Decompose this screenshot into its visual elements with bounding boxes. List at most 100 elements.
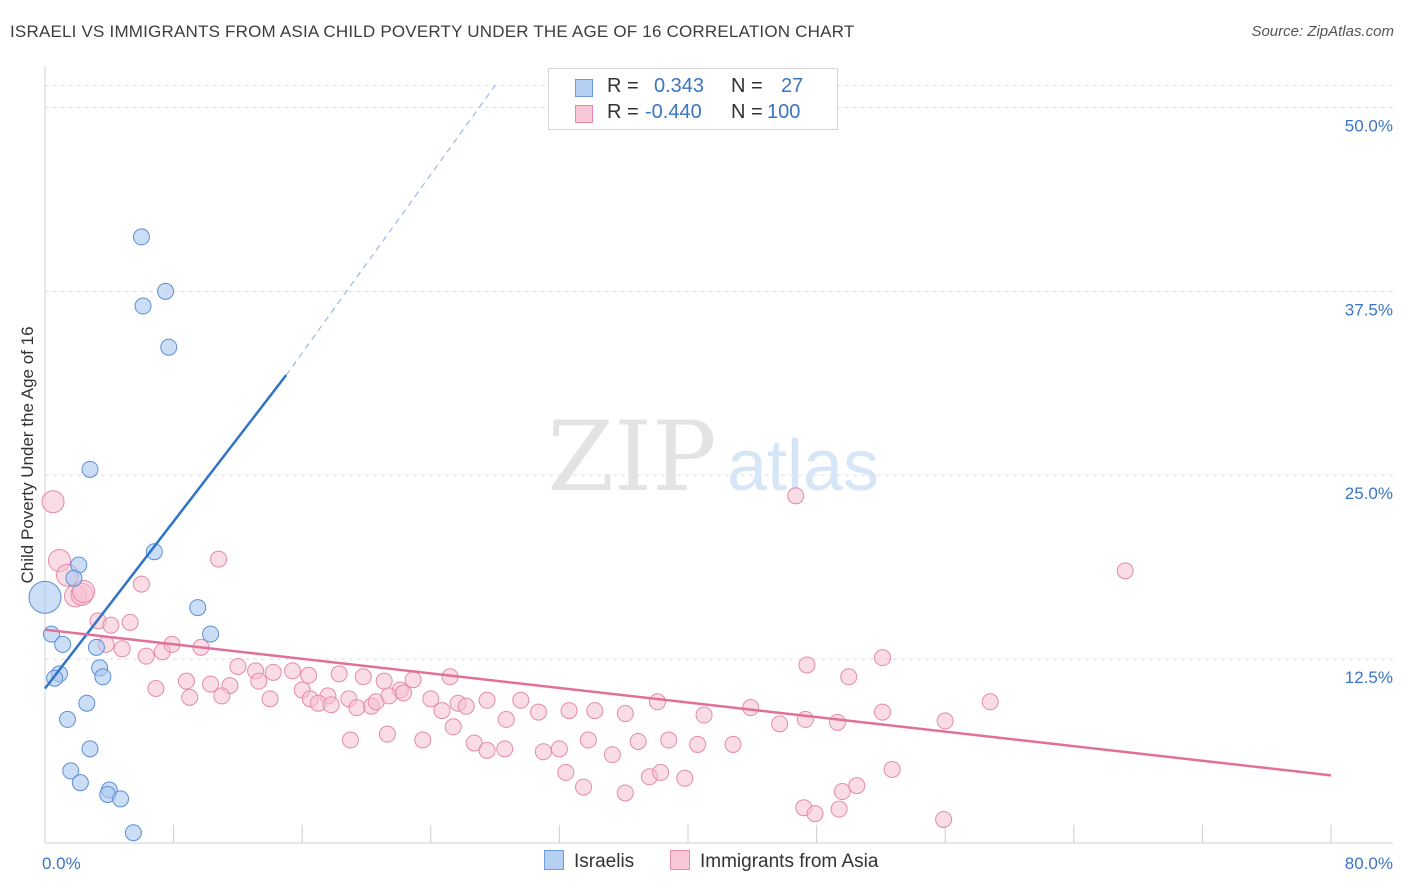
trend-lines bbox=[44, 85, 1332, 777]
data-point-immigrants bbox=[229, 657, 247, 675]
data-point-immigrants bbox=[935, 810, 953, 828]
legend-n-value: 27 bbox=[781, 75, 804, 97]
data-point-immigrants bbox=[202, 675, 220, 693]
data-point-immigrants bbox=[695, 706, 713, 724]
legend-swatch-pink bbox=[575, 105, 593, 123]
data-point-immigrants bbox=[330, 665, 348, 683]
data-point-immigrants bbox=[771, 715, 789, 733]
data-point-immigrants bbox=[261, 690, 279, 708]
y-tick-label: 50.0% bbox=[1345, 116, 1393, 135]
data-point-immigrants bbox=[404, 671, 422, 689]
data-point-immigrants bbox=[380, 687, 398, 705]
legend-label-israelis: Israelis bbox=[574, 851, 635, 872]
legend-row-israelis: R = 0.343 N = 27 bbox=[549, 75, 837, 101]
data-point-israelis bbox=[134, 297, 152, 315]
data-point-israelis bbox=[62, 762, 80, 780]
data-point-immigrants bbox=[724, 735, 742, 753]
data-point-israelis bbox=[157, 282, 175, 300]
data-point-immigrants bbox=[557, 763, 575, 781]
data-point-immigrants bbox=[41, 490, 65, 514]
axes bbox=[44, 66, 1393, 844]
data-point-immigrants bbox=[341, 731, 359, 749]
data-point-immigrants bbox=[586, 702, 604, 720]
legend-label-immigrants: Immigrants from Asia bbox=[700, 851, 879, 872]
data-point-immigrants bbox=[798, 656, 816, 674]
data-point-immigrants bbox=[981, 693, 999, 711]
data-point-immigrants bbox=[689, 735, 707, 753]
data-point-immigrants bbox=[250, 672, 268, 690]
data-point-immigrants bbox=[433, 702, 451, 720]
legend-israelis: Israelis bbox=[544, 850, 634, 873]
data-point-israelis bbox=[112, 790, 130, 808]
legend-row-immigrants: R = -0.440 N = 100 bbox=[549, 101, 837, 127]
data-point-immigrants bbox=[1116, 562, 1134, 580]
data-point-immigrants bbox=[348, 699, 366, 717]
data-point-immigrants bbox=[300, 666, 318, 684]
legend-n-label: N = bbox=[731, 101, 763, 123]
legend-r-value: -0.440 bbox=[645, 101, 702, 123]
data-point-immigrants bbox=[354, 668, 372, 686]
stats-legend: R = 0.343 N = 27 R = -0.440 N = 100 bbox=[548, 68, 838, 130]
x-tick-label: 80.0% bbox=[1345, 854, 1393, 873]
data-point-immigrants bbox=[414, 731, 432, 749]
legend-r-label: R = bbox=[607, 101, 639, 123]
data-point-immigrants bbox=[497, 710, 515, 728]
data-point-immigrants bbox=[375, 672, 393, 690]
data-point-immigrants bbox=[113, 640, 131, 658]
data-point-israelis bbox=[78, 694, 96, 712]
data-point-israelis bbox=[132, 228, 150, 246]
data-point-immigrants bbox=[828, 713, 846, 731]
data-point-israelis bbox=[94, 668, 112, 686]
data-point-israelis bbox=[189, 599, 207, 617]
data-point-israelis bbox=[59, 710, 77, 728]
data-point-immigrants bbox=[322, 696, 340, 714]
data-point-immigrants bbox=[465, 734, 483, 752]
data-point-israelis bbox=[54, 635, 72, 653]
data-point-immigrants bbox=[603, 746, 621, 764]
y-tick-label: 25.0% bbox=[1345, 484, 1393, 503]
data-point-immigrants bbox=[936, 712, 954, 730]
data-point-immigrants bbox=[534, 743, 552, 761]
data-point-immigrants bbox=[833, 783, 851, 801]
legend-swatch-israelis bbox=[544, 850, 564, 870]
watermark-zip: ZIP bbox=[547, 401, 716, 513]
trend-line-israelis bbox=[44, 374, 288, 690]
data-point-immigrants bbox=[177, 672, 195, 690]
legend-swatch-immigrants bbox=[670, 850, 690, 870]
data-point-immigrants bbox=[874, 649, 892, 667]
data-point-immigrants bbox=[210, 550, 228, 568]
data-point-israelis bbox=[28, 580, 62, 614]
data-point-immigrants bbox=[883, 760, 901, 778]
data-point-immigrants bbox=[629, 732, 647, 750]
x-tick-label: 0.0% bbox=[42, 854, 81, 873]
data-point-israelis bbox=[124, 824, 142, 842]
data-point-immigrants bbox=[796, 710, 814, 728]
data-point-immigrants bbox=[575, 778, 593, 796]
data-point-immigrants bbox=[264, 663, 282, 681]
data-point-immigrants bbox=[652, 763, 670, 781]
data-point-immigrants bbox=[787, 487, 805, 505]
legend-immigrants: Immigrants from Asia bbox=[670, 850, 878, 873]
chart-title: ISRAELI VS IMMIGRANTS FROM ASIA CHILD PO… bbox=[10, 22, 855, 41]
source-label: Source: ZipAtlas.com bbox=[1251, 23, 1394, 40]
data-point-immigrants bbox=[496, 740, 514, 758]
data-point-israelis bbox=[87, 638, 105, 656]
data-point-israelis bbox=[71, 774, 89, 792]
data-point-immigrants bbox=[394, 684, 412, 702]
data-point-immigrants bbox=[478, 691, 496, 709]
data-point-immigrants bbox=[422, 690, 440, 708]
data-point-immigrants bbox=[512, 691, 530, 709]
data-point-immigrants bbox=[660, 731, 678, 749]
data-point-immigrants bbox=[560, 702, 578, 720]
data-point-immigrants bbox=[742, 699, 760, 717]
data-point-immigrants bbox=[550, 740, 568, 758]
data-point-immigrants bbox=[648, 693, 666, 711]
data-point-immigrants bbox=[848, 777, 866, 795]
legend-n-value: 100 bbox=[767, 101, 801, 123]
data-point-immigrants bbox=[72, 579, 96, 603]
data-point-israelis bbox=[145, 543, 163, 561]
data-point-immigrants bbox=[284, 662, 302, 680]
watermark: ZIP atlas bbox=[547, 401, 879, 513]
data-point-immigrants bbox=[676, 769, 694, 787]
